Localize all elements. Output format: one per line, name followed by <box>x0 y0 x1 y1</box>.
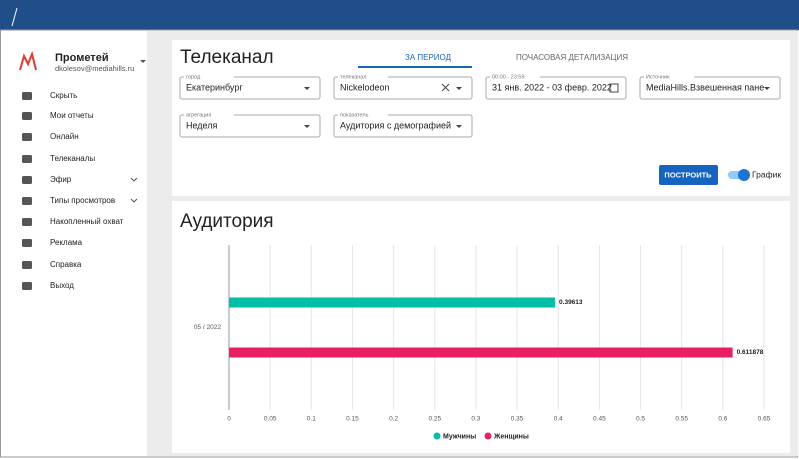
x-tick-label: 0.65 <box>758 416 771 423</box>
legend-swatch[interactable] <box>433 432 441 440</box>
menu-icon <box>22 92 32 100</box>
x-tick-label: 0.5 <box>636 416 645 423</box>
legend-label[interactable]: Женщины <box>493 433 529 440</box>
bar <box>229 347 733 358</box>
toggle-knob[interactable] <box>738 169 750 181</box>
dropdown-arrow <box>456 87 462 90</box>
menu-icon <box>22 176 32 184</box>
menu-icon <box>22 282 32 290</box>
menu-item[interactable]: Накопленный охват <box>50 217 124 226</box>
user-menu-arrow[interactable] <box>140 60 146 63</box>
filter-label: Источник <box>646 74 670 80</box>
legend-label[interactable]: Мужчины <box>443 433 476 440</box>
menu-icon <box>22 133 32 141</box>
menu-item[interactable]: Справка <box>50 260 82 269</box>
filter-box[interactable] <box>333 76 473 100</box>
filter-value: Неделя <box>186 120 218 130</box>
logo <box>19 50 37 71</box>
menu-item[interactable]: Телеканалы <box>50 154 95 163</box>
x-tick-label: 0 <box>227 416 231 423</box>
filter-label-bg <box>184 74 234 79</box>
filter-value: Nickelodeon <box>340 82 390 92</box>
x-tick-label: 0.4 <box>554 416 563 423</box>
filter-label-bg <box>184 112 234 117</box>
filter-box[interactable] <box>179 114 321 138</box>
x-tick-label: 0.45 <box>593 416 606 423</box>
x-tick-label: 0.25 <box>428 416 441 423</box>
legend-swatch[interactable] <box>484 432 492 440</box>
chart-card <box>172 201 790 453</box>
menu-item[interactable]: Реклама <box>50 238 83 247</box>
bar <box>229 297 556 308</box>
filter-box[interactable] <box>485 76 627 100</box>
top-bar-mark <box>11 7 18 27</box>
dropdown-arrow <box>304 87 310 90</box>
menu-chevron[interactable] <box>130 198 138 203</box>
x-tick-label: 0.15 <box>346 416 359 423</box>
filter-label: показатель <box>340 112 369 118</box>
filter-label: телеканал <box>340 74 367 80</box>
filter-box[interactable] <box>333 114 473 138</box>
tab[interactable]: ПОЧАСОВАЯ ДЕТАЛИЗАЦИЯ <box>516 53 628 62</box>
x-tick-label: 0.6 <box>718 416 727 423</box>
y-tick-label: 05 / 2022 <box>194 324 221 331</box>
x-tick-label: 0.05 <box>264 416 277 423</box>
data-label: 0.39613 <box>559 299 583 306</box>
menu-item[interactable]: Скрыть <box>50 91 77 100</box>
filter-value: Аудитория с демографией <box>340 120 451 130</box>
dropdown-arrow <box>456 125 462 128</box>
data-label: 0.611878 <box>737 349 764 356</box>
x-tick-label: 0.35 <box>511 416 524 423</box>
menu-chevron[interactable] <box>130 177 138 182</box>
menu-item[interactable]: Онлайн <box>50 132 79 141</box>
menu-item[interactable]: Выход <box>50 281 74 290</box>
filter-label-bg <box>490 74 540 79</box>
filter-label-bg <box>338 74 388 79</box>
top-bar <box>0 0 799 30</box>
calendar-icon <box>609 83 619 93</box>
filter-label: 00:00 - 23:59 <box>492 74 524 80</box>
filter-label-bg <box>338 112 388 117</box>
page-title: Телеканал <box>180 47 274 68</box>
x-tick-label: 0.3 <box>471 416 480 423</box>
tab-indicator <box>358 66 472 68</box>
filter-label: город <box>186 74 201 80</box>
menu-item[interactable]: Эфир <box>50 175 72 184</box>
dropdown-arrow <box>764 87 770 90</box>
menu-item[interactable]: Мои отчеты <box>50 111 94 120</box>
build-button-label[interactable]: ПОСТРОИТЬ <box>664 170 712 179</box>
clear-icon[interactable] <box>441 83 450 92</box>
menu-icon <box>22 197 32 205</box>
tab[interactable]: ЗА ПЕРИОД <box>405 53 452 62</box>
user-name: Прометей <box>55 52 109 64</box>
chart-title: Аудитория <box>180 211 274 232</box>
toggle-label: График <box>752 169 781 179</box>
x-tick-label: 0.55 <box>675 416 688 423</box>
build-button[interactable] <box>659 165 718 185</box>
x-tick-label: 0.2 <box>389 416 398 423</box>
filter-value: Екатеринбург <box>186 82 243 92</box>
menu-icon <box>22 218 32 226</box>
filter-value: MediaHills.Взвешенная пане <box>646 82 764 92</box>
menu-icon <box>22 155 32 163</box>
filter-value: 31 янв. 2022 - 03 февр. 2022 <box>492 82 612 92</box>
menu-icon <box>22 239 32 247</box>
menu-icon <box>22 112 32 120</box>
x-tick-label: 0.1 <box>307 416 316 423</box>
filter-box[interactable] <box>639 76 781 100</box>
dropdown-arrow <box>304 125 310 128</box>
filter-box[interactable] <box>179 76 321 100</box>
filter-label-bg <box>644 74 694 79</box>
filter-label: агрегация <box>186 112 211 118</box>
menu-item[interactable]: Типы просмотров <box>50 196 115 205</box>
menu-icon <box>22 261 32 269</box>
user-email: dkolesov@mediahills.ru <box>55 64 134 73</box>
